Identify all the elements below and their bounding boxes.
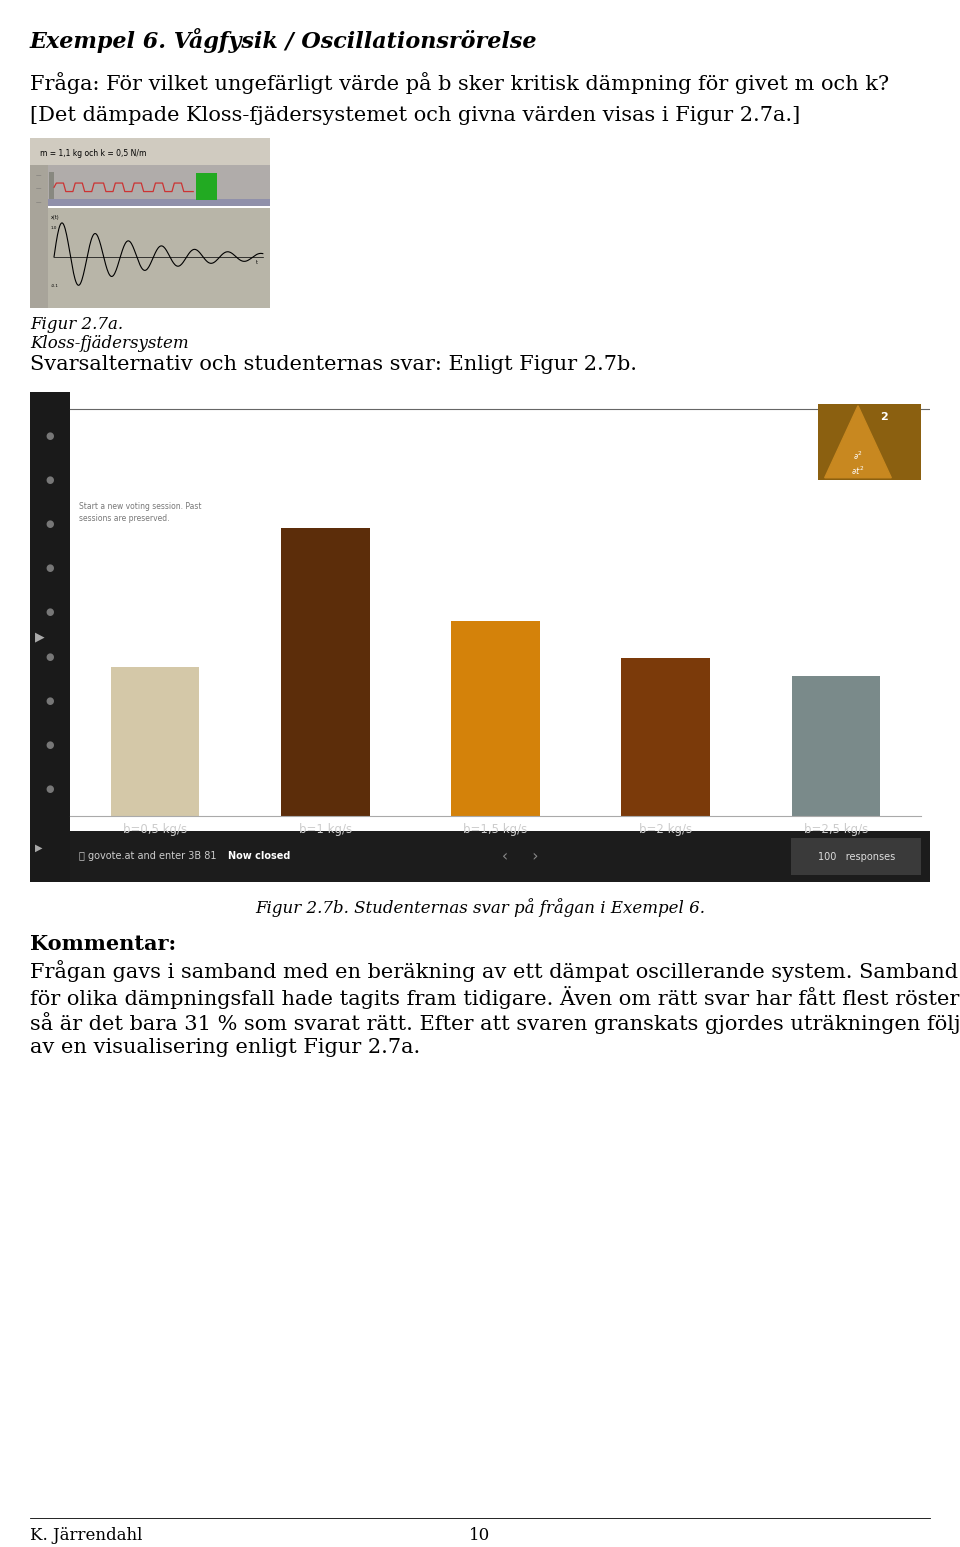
Text: ●: ● bbox=[46, 739, 55, 750]
Text: för olika dämpningsfall hade tagits fram tidigare. Även om rätt svar har fått fl: för olika dämpningsfall hade tagits fram… bbox=[30, 985, 959, 1009]
Text: 16: 16 bbox=[144, 647, 166, 661]
Text: Svarsalternativ och studenternas svar: Enligt Figur 2.7b.: Svarsalternativ och studenternas svar: E… bbox=[30, 354, 637, 374]
Text: b=0,5 kg/s: b=0,5 kg/s bbox=[123, 823, 187, 837]
Text: 1.0: 1.0 bbox=[51, 226, 57, 231]
Text: [Det dämpade Kloss-fjädersystemet och givna värden visas i Figur 2.7a.]: [Det dämpade Kloss-fjädersystemet och gi… bbox=[30, 107, 801, 125]
Text: 17: 17 bbox=[655, 637, 676, 651]
Text: 100   responses: 100 responses bbox=[818, 851, 895, 862]
Text: —: — bbox=[36, 200, 41, 206]
Bar bbox=[48, 200, 270, 206]
Text: ●: ● bbox=[46, 520, 55, 529]
Bar bbox=[30, 391, 70, 882]
Text: ●: ● bbox=[46, 784, 55, 794]
Bar bbox=[49, 172, 54, 203]
Text: av en visualisering enligt Figur 2.7a.: av en visualisering enligt Figur 2.7a. bbox=[30, 1038, 420, 1057]
Bar bbox=[790, 838, 921, 874]
Text: ●: ● bbox=[46, 475, 55, 486]
Bar bbox=[621, 657, 710, 815]
Text: ‹     ›: ‹ › bbox=[502, 849, 539, 863]
Text: Figur 2.7a.: Figur 2.7a. bbox=[30, 316, 123, 333]
Text: Frågan gavs i samband med en beräkning av ett dämpat oscillerande system. Samban: Frågan gavs i samband med en beräkning a… bbox=[30, 961, 958, 982]
Text: Våg I.3-B För vilket ungefärligt värde på b sker kritisk: Våg I.3-B För vilket ungefärligt värde p… bbox=[79, 416, 625, 436]
Text: m = 1,1 kg och k = 0,5 N/m: m = 1,1 kg och k = 0,5 N/m bbox=[39, 149, 146, 158]
Text: Kloss-fjädersystem: Kloss-fjädersystem bbox=[30, 336, 188, 353]
Text: ▶: ▶ bbox=[35, 843, 42, 852]
Text: 15: 15 bbox=[826, 656, 847, 670]
Text: t: t bbox=[255, 260, 257, 265]
Text: 21: 21 bbox=[485, 600, 506, 614]
Bar bbox=[48, 207, 270, 308]
Bar bbox=[30, 138, 270, 166]
Bar bbox=[281, 528, 370, 815]
Text: b=1 kg/s: b=1 kg/s bbox=[299, 823, 352, 837]
Text: ●: ● bbox=[46, 432, 55, 441]
Text: —: — bbox=[36, 173, 41, 178]
Bar bbox=[110, 667, 200, 815]
Text: ●: ● bbox=[46, 696, 55, 705]
Bar bbox=[818, 404, 921, 480]
Bar bbox=[48, 166, 270, 206]
Text: så är det bara 31 % som svarat rätt. Efter att svaren granskats gjordes uträknin: så är det bara 31 % som svarat rätt. Eft… bbox=[30, 1012, 960, 1033]
Bar bbox=[792, 676, 880, 815]
Text: Fråga: För vilket ungefärligt värde på b sker kritisk dämpning för givet m och k: Fråga: För vilket ungefärligt värde på b… bbox=[30, 73, 889, 94]
Text: b=1,5 kg/s: b=1,5 kg/s bbox=[464, 823, 528, 837]
Text: 🔒 govote.at and enter 3B 81: 🔒 govote.at and enter 3B 81 bbox=[79, 851, 217, 862]
Text: Figur 2.7b. Studenternas svar på frågan i Exempel 6.: Figur 2.7b. Studenternas svar på frågan … bbox=[255, 897, 705, 917]
Text: ●: ● bbox=[46, 563, 55, 574]
Bar bbox=[30, 166, 48, 308]
Text: ●: ● bbox=[46, 651, 55, 662]
Text: Now closed: Now closed bbox=[228, 851, 290, 862]
Text: 31: 31 bbox=[315, 507, 336, 521]
Text: -0.1: -0.1 bbox=[51, 285, 59, 288]
Text: ▶: ▶ bbox=[35, 631, 44, 644]
Text: K. Järrendahl: K. Järrendahl bbox=[30, 1527, 142, 1544]
Text: b=2 kg/s: b=2 kg/s bbox=[639, 823, 692, 837]
Text: Exempel 6. Vågfysik / Oscillationsrörelse: Exempel 6. Vågfysik / Oscillationsrörels… bbox=[30, 28, 538, 53]
Polygon shape bbox=[825, 405, 891, 478]
Text: dämpning för givet m och k?: dämpning för givet m och k? bbox=[79, 449, 369, 467]
Text: $\partial t^2$: $\partial t^2$ bbox=[852, 464, 865, 476]
Text: b=2,5 kg/s: b=2,5 kg/s bbox=[804, 823, 868, 837]
Text: Kommentar:: Kommentar: bbox=[30, 934, 176, 954]
Text: ●: ● bbox=[46, 608, 55, 617]
Text: 10: 10 bbox=[469, 1527, 491, 1544]
Bar bbox=[451, 620, 540, 815]
Text: —: — bbox=[36, 187, 41, 192]
Text: 2: 2 bbox=[880, 412, 888, 422]
Bar bbox=[196, 173, 217, 200]
Bar bbox=[70, 831, 930, 882]
Text: $\partial^2$: $\partial^2$ bbox=[853, 450, 863, 463]
Text: x(t): x(t) bbox=[51, 215, 59, 220]
Text: Start a new voting session. Past
sessions are preserved.: Start a new voting session. Past session… bbox=[79, 503, 202, 523]
